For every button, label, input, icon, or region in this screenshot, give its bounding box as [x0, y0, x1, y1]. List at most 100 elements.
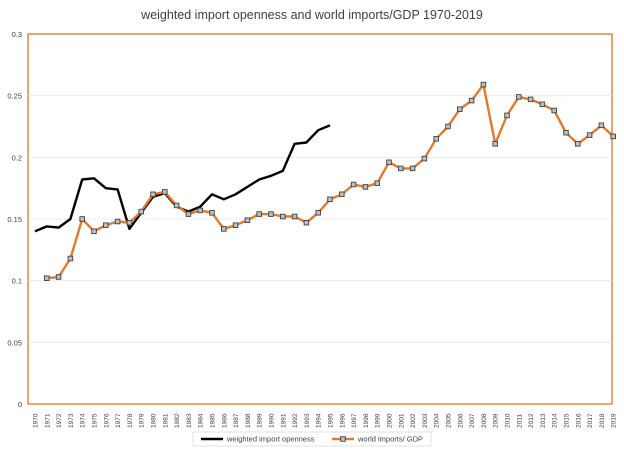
data-point [409, 165, 416, 172]
data-point [586, 132, 593, 138]
data-point [527, 96, 534, 103]
legend-label: weighted import openness [226, 435, 315, 444]
x-tick-label: 2001 [398, 413, 405, 428]
y-tick-label: 0.15 [7, 215, 22, 224]
data-point [126, 219, 133, 226]
data-point [327, 196, 333, 203]
x-tick-label: 1976 [103, 413, 110, 428]
data-point [232, 222, 239, 228]
data-point [138, 208, 144, 215]
x-tick-label: 1986 [221, 413, 228, 428]
x-tick-label: 2014 [552, 413, 559, 428]
x-tick-label: 2004 [434, 413, 441, 428]
x-tick-label: 2009 [493, 413, 500, 428]
data-point [55, 274, 62, 280]
legend-label: world imports/ GDP [357, 435, 423, 444]
data-point [492, 141, 498, 147]
x-tick-label: 2015 [564, 413, 571, 428]
x-tick-label: 1996 [339, 413, 346, 428]
data-point [315, 210, 321, 216]
x-tick-label: 2016 [575, 413, 582, 428]
data-point [539, 101, 546, 108]
legend-item: world imports/ GDP [332, 435, 423, 444]
data-point [256, 211, 262, 217]
x-tick-label: 1997 [351, 413, 358, 428]
x-tick-label: 2018 [599, 413, 606, 428]
x-tick-label: 1984 [198, 413, 205, 428]
x-tick-label: 2019 [611, 413, 618, 428]
x-tick-label: 1980 [151, 413, 158, 428]
x-tick-label: 1993 [304, 413, 311, 428]
data-point [303, 219, 310, 226]
x-tick-label: 1985 [210, 413, 217, 428]
x-tick-label: 1992 [292, 413, 299, 428]
x-tick-label: 1970 [33, 413, 40, 428]
data-point [209, 210, 215, 216]
data-point [150, 191, 156, 198]
x-tick-label: 1973 [68, 413, 75, 428]
x-tick-label: 2003 [422, 413, 429, 428]
data-point [433, 136, 439, 142]
x-tick-label: 1971 [44, 413, 51, 428]
series-1 [44, 81, 616, 281]
y-tick-label: 0.05 [7, 338, 22, 347]
series-line [46, 83, 615, 280]
x-tick-label: 1982 [174, 413, 181, 428]
data-point [268, 211, 274, 217]
x-tick-label: 2013 [540, 413, 547, 428]
data-point [221, 226, 227, 232]
data-point [44, 275, 50, 281]
x-tick-label: 1988 [245, 413, 252, 428]
data-point [551, 107, 557, 114]
data-point [162, 189, 168, 195]
data-point [244, 217, 251, 223]
data-point [185, 211, 192, 217]
y-axis-ticks: 0 0.05 0.1 0.15 0.2 0.25 0.3 [7, 30, 22, 409]
y-tick-label: 0.3 [12, 30, 22, 39]
x-tick-label: 2007 [469, 413, 476, 428]
x-tick-label: 2012 [528, 413, 535, 428]
x-tick-label: 2006 [457, 413, 464, 428]
x-tick-label: 1974 [80, 413, 87, 428]
x-tick-label: 1975 [92, 413, 99, 428]
data-point [504, 112, 510, 119]
x-tick-label: 1998 [363, 413, 370, 428]
data-point [362, 184, 369, 190]
x-tick-label: 1991 [280, 413, 287, 428]
x-tick-label: 1994 [316, 413, 323, 428]
data-point [103, 222, 109, 228]
data-point [67, 255, 74, 262]
x-tick-label: 1983 [186, 413, 193, 428]
data-point [610, 133, 616, 140]
x-tick-label: 1972 [56, 413, 63, 428]
data-point [598, 122, 605, 129]
data-point [386, 159, 392, 166]
x-tick-label: 1990 [269, 413, 276, 428]
data-point [445, 123, 451, 130]
x-tick-label: 1989 [257, 413, 264, 428]
x-tick-label: 1995 [328, 413, 335, 428]
data-point [197, 207, 203, 214]
data-point [291, 213, 298, 220]
data-point [421, 155, 428, 162]
x-tick-label: 2005 [446, 413, 453, 428]
x-tick-label: 2017 [587, 413, 594, 428]
x-tick-label: 1979 [139, 413, 146, 428]
x-tick-label: 2008 [481, 413, 488, 428]
data-point [173, 202, 180, 209]
data-point [339, 191, 345, 198]
x-tick-label: 2011 [516, 414, 523, 428]
y-tick-label: 0 [18, 400, 22, 409]
x-tick-label: 2010 [505, 413, 512, 428]
x-tick-label: 1977 [115, 413, 122, 428]
data-point [280, 213, 286, 220]
data-point [114, 218, 121, 225]
legend-item: weighted import openness [201, 435, 315, 444]
data-point [79, 216, 85, 222]
x-axis-ticks: 1970 1971 1972 1973 1974 1975 1976 1977 1978 1979… [33, 413, 618, 428]
data-point [480, 81, 487, 88]
legend: weighted import openness world imports/ G… [192, 431, 432, 447]
x-tick-label: 2002 [410, 413, 417, 428]
